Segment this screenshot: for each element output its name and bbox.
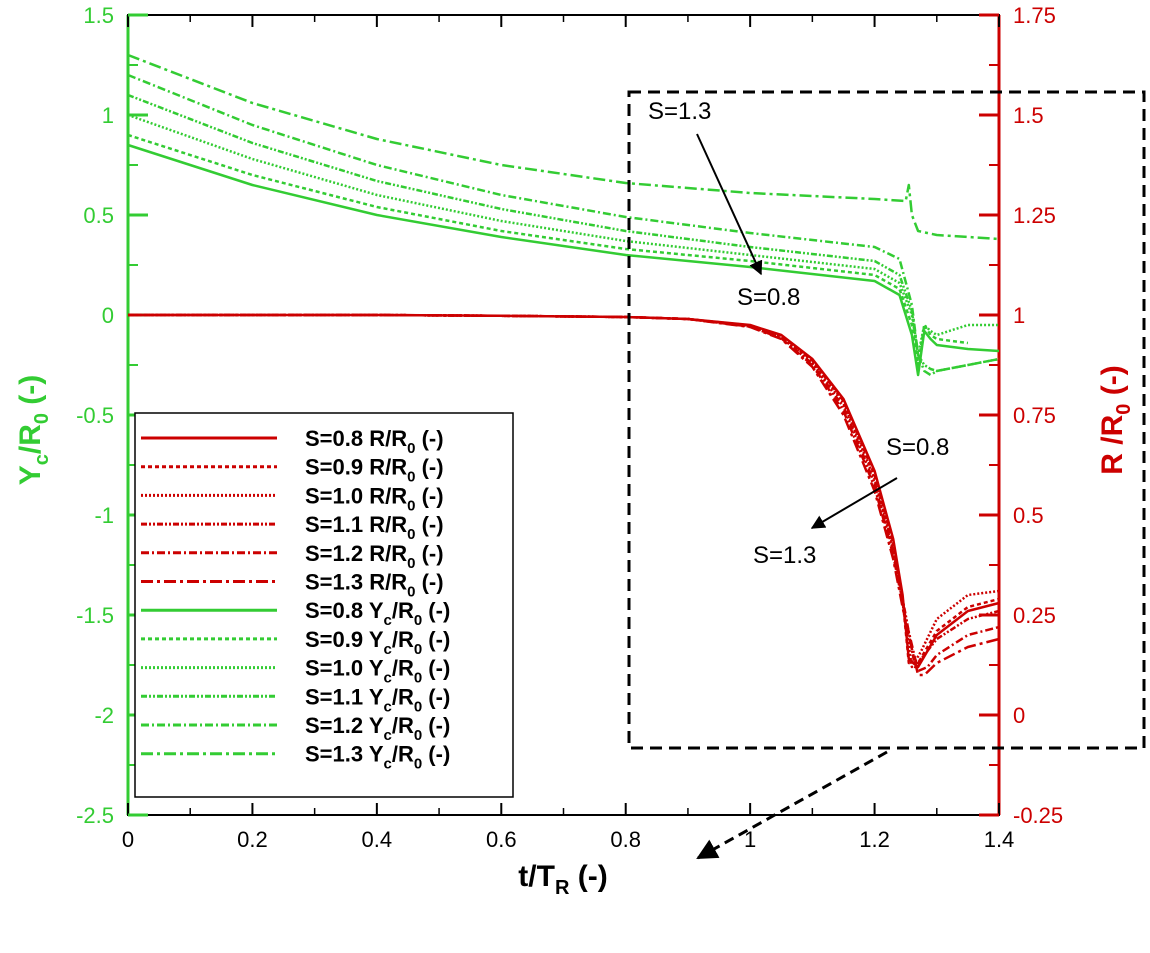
x-tick-label: 1.2	[859, 827, 890, 852]
annotation-s13-mid: S=1.3	[753, 542, 816, 569]
series-line-5	[128, 313, 1000, 677]
annotation-s08-mid: S=0.8	[886, 434, 949, 461]
y-right-tick-label: 1	[1013, 303, 1025, 328]
left-axis-title-sub-0: 0	[31, 413, 53, 424]
x-tick-label: 0.4	[362, 827, 393, 852]
series-line-10	[127, 73, 1000, 377]
x-axis-title-sub: R	[555, 877, 570, 899]
left-axis-title-suffix: (-)	[14, 375, 47, 413]
series-line-9	[127, 93, 1000, 373]
x-tick-label: 0.8	[610, 827, 641, 852]
y-right-tick-label: 0.75	[1013, 403, 1056, 428]
left-axis-title: Yc/R0 (-)	[14, 375, 53, 486]
x-tick-label: 0.2	[237, 827, 268, 852]
series-line-6	[127, 143, 1000, 377]
y-left-tick-label: 0	[102, 303, 114, 328]
x-tick-label: 1	[744, 827, 756, 852]
annotation-s08-top: S=0.8	[737, 284, 800, 311]
y-left-tick-label: 1.5	[83, 3, 114, 28]
legend-box	[134, 412, 514, 798]
y-right-tick-label: 0.25	[1013, 603, 1056, 628]
y-right-tick-label: 1.25	[1013, 203, 1056, 228]
x-axis-title-suffix: (-)	[569, 860, 607, 893]
y-right-tick-label: 0.5	[1013, 503, 1044, 528]
annotation-arrow-top	[696, 133, 763, 276]
annotation-s13-top: S=1.3	[648, 98, 711, 125]
y-right-tick-label: 0	[1013, 703, 1025, 728]
zoom-arrow	[696, 750, 888, 860]
series-layer	[127, 53, 1000, 677]
annotation-arrow-mid	[810, 477, 898, 529]
right-axis-title: R /R0 (-)	[1096, 365, 1135, 474]
series-line-7	[127, 133, 969, 367]
left-axis-title-mid: /R	[14, 424, 47, 454]
y-left-tick-label: -2	[94, 703, 114, 728]
series-line-8	[127, 113, 999, 357]
right-axis-title-suffix: (-)	[1096, 365, 1129, 403]
x-tick-label: 0.6	[486, 827, 517, 852]
series-line-11	[127, 53, 1000, 241]
x-tick-label: 1.4	[984, 827, 1015, 852]
y-left-tick-label: 1	[102, 103, 114, 128]
y-left-tick-label: -1	[94, 503, 114, 528]
axis-ticks: 0 0.2 0.4 0.6 0.8 1 1.2 1.4 1.5 1 0.5 0 -0.5 -1 -1.5 -2…	[76, 3, 1063, 852]
y-right-tick-label: 1.5	[1013, 103, 1044, 128]
x-tick-label: 0	[122, 827, 134, 852]
right-axis-title-sub: 0	[1113, 404, 1135, 415]
y-left-tick-label: -1.5	[76, 603, 114, 628]
y-right-tick-label: 1.75	[1013, 3, 1056, 28]
y-left-tick-label: -2.5	[76, 803, 114, 828]
zoom-box	[627, 90, 1146, 750]
y-left-tick-label: 0.5	[83, 203, 114, 228]
x-axis-title: t/TR (-)	[518, 860, 607, 899]
legend: S=0.8 R/R0 (-)S=0.9 R/R0 (-)S=1.0 R/R0 (…	[141, 426, 450, 773]
left-axis-title-sub-c: c	[31, 454, 53, 465]
y-right-tick-label: -0.25	[1013, 803, 1063, 828]
y-left-tick-label: -0.5	[76, 403, 114, 428]
